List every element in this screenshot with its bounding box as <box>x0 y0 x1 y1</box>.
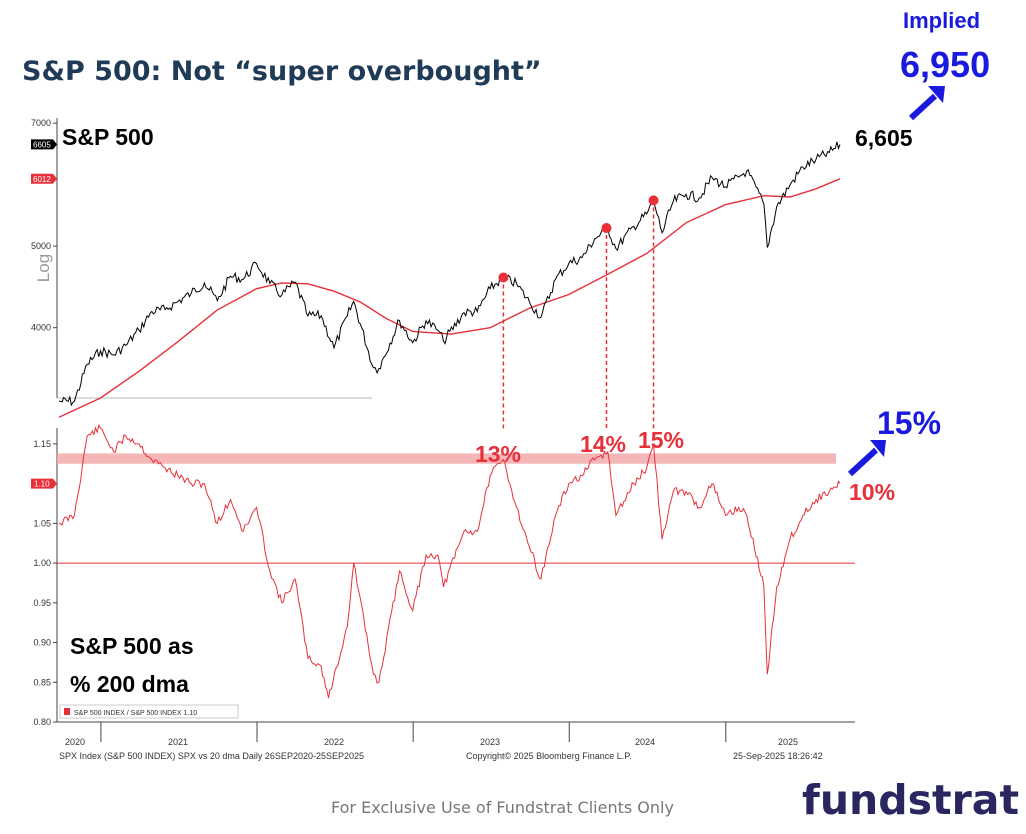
ma200-line <box>58 178 841 418</box>
peak-marker <box>601 223 612 234</box>
ratio-y-tick-label: 0.85 <box>33 677 51 687</box>
x-axis-year-label: 2022 <box>324 737 344 747</box>
x-axis-year-label: 2021 <box>168 737 188 747</box>
price-y-axis-label: Log <box>34 254 53 282</box>
ratio-y-tick-label: 0.90 <box>33 638 51 648</box>
peak-percent-label: 14% <box>580 431 626 457</box>
ratio-last-value-tag-shape <box>31 478 57 489</box>
slide-title: S&P 500: Not “super overbought” <box>22 56 542 87</box>
implied-percent-arrowhead <box>870 440 886 457</box>
implied-value: 6,950 <box>900 44 991 85</box>
price-y-tick-label: 4000 <box>31 323 51 333</box>
bloomberg-timestamp: 25-Sep-2025 18:26:42 <box>733 751 823 761</box>
peak-percent-label: 15% <box>638 427 684 453</box>
ratio-panel-title-line2: % 200 dma <box>70 671 189 697</box>
peak-marker <box>498 272 509 283</box>
ratio-last-value-tag: 1.10 <box>34 480 50 489</box>
bloomberg-descriptor: SPX Index (S&P 500 INDEX) SPX vs 20 dma … <box>59 751 364 761</box>
x-axis-year-label: 2020 <box>65 737 85 747</box>
legend-swatch <box>64 708 70 715</box>
ratio-panel-title-line1: S&P 500 as <box>70 633 194 659</box>
price-y-tick-label: 5000 <box>31 241 51 251</box>
legend-label: S&P 500 INDEX / S&P 500 INDEX 1.10 <box>74 710 197 717</box>
ratio-y-tick-label: 1.15 <box>33 439 51 449</box>
peak-marker <box>648 195 659 206</box>
ratio-y-tick-label: 1.00 <box>33 558 51 568</box>
ratio-y-tick-label: 1.05 <box>33 518 51 528</box>
price-end-label: 6,605 <box>855 125 913 151</box>
legend-box <box>59 704 239 719</box>
implied-price-arrow <box>908 93 938 121</box>
footer-disclaimer: For Exclusive Use of Fundstrat Clients O… <box>331 798 674 817</box>
implied-percent-label: 15% <box>877 405 941 441</box>
peak-percent-label: 13% <box>475 441 521 467</box>
implied-label: Implied <box>903 8 981 33</box>
current-percent-label: 10% <box>849 479 895 505</box>
bloomberg-copyright: Copyright© 2025 Bloomberg Finance L.P. <box>466 751 632 761</box>
implied-percent-arrow <box>847 447 879 477</box>
overbought-band <box>57 453 836 464</box>
x-axis-year-label: 2023 <box>480 737 500 747</box>
ma-last-value-tag: 6012 <box>33 175 51 184</box>
fundstrat-logo: fundstrat <box>802 776 1020 824</box>
annotations-layer: 13% 14% 15% 10% 15% <box>475 86 945 505</box>
ratio-panel: 0.80 0.85 0.90 0.95 1.00 1.05 1.15 1.10 S&P 500 … <box>31 424 855 761</box>
price-last-value-tag: 6605 <box>33 140 51 149</box>
implied-price-arrowhead <box>928 86 945 103</box>
ratio-y-tick-label: 0.80 <box>33 717 51 727</box>
ratio-y-tick-label: 0.95 <box>33 598 51 608</box>
sp500-price-line <box>58 141 841 407</box>
price-y-tick-label: 7000 <box>31 118 51 128</box>
x-axis-year-label: 2024 <box>635 737 655 747</box>
price-panel-title: S&P 500 <box>62 124 154 150</box>
ratio-line <box>58 424 841 699</box>
ma-last-value-tag-shape <box>31 173 57 184</box>
price-last-value-tag-shape <box>31 139 57 150</box>
x-axis-year-label: 2025 <box>778 737 798 747</box>
